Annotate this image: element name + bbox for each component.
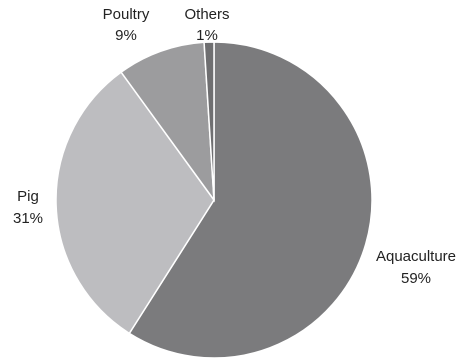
label-others: Others bbox=[184, 6, 229, 23]
slice-label-aquaculture: Aquaculture 59% bbox=[376, 248, 456, 287]
label-poultry: Poultry bbox=[103, 6, 150, 23]
slice-label-others: Others 1% bbox=[184, 6, 229, 44]
pie-slice-aquaculture bbox=[128, 41, 373, 359]
value-poultry: 9% bbox=[115, 27, 137, 44]
value-pig: 31% bbox=[13, 210, 43, 227]
slice-label-pig: Pig 31% bbox=[13, 188, 43, 227]
value-aquaculture: 59% bbox=[401, 270, 431, 287]
pie-slice-poultry bbox=[120, 41, 215, 203]
pie-slice-others bbox=[203, 41, 215, 201]
slice-label-poultry: Poultry 9% bbox=[103, 6, 150, 44]
label-pig: Pig bbox=[17, 188, 39, 205]
label-aquaculture: Aquaculture bbox=[376, 248, 456, 265]
pie-slice-pig bbox=[55, 71, 215, 335]
pie-slices bbox=[55, 41, 373, 359]
value-others: 1% bbox=[196, 27, 218, 44]
